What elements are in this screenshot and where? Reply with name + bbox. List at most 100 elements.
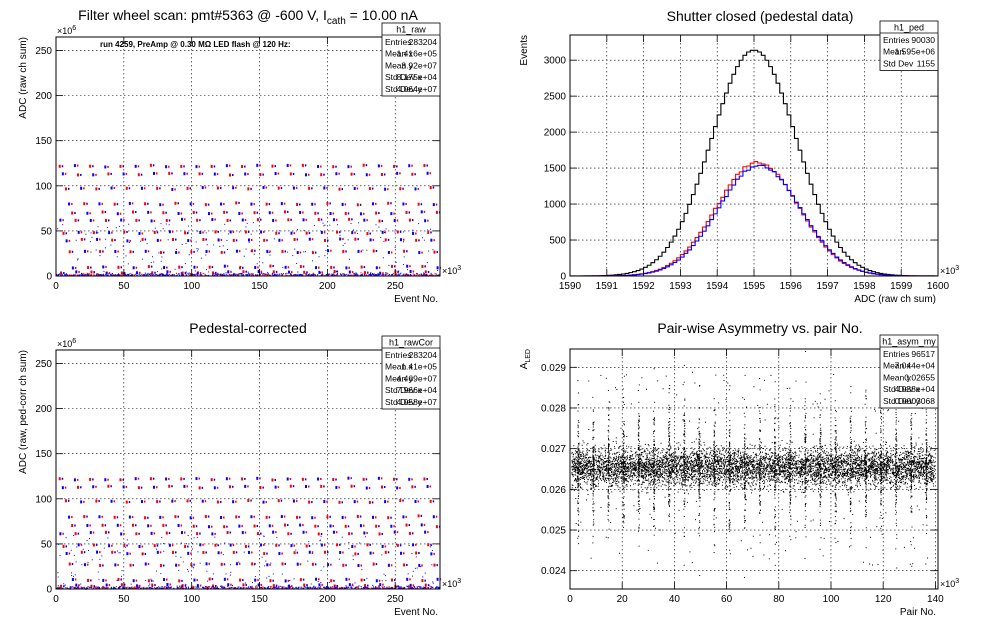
- scatter-point: [407, 587, 409, 589]
- x-tick-label: 1600: [927, 281, 950, 292]
- scatter-point: [168, 532, 171, 535]
- scatter-point: [393, 530, 396, 534]
- scatter-point: [178, 579, 181, 583]
- scatter-point: [354, 274, 356, 276]
- x-tick-label: 1596: [780, 281, 803, 292]
- scatter-point: [296, 238, 299, 241]
- scatter-point: [421, 274, 423, 276]
- scatter-point: [156, 271, 158, 273]
- scatter-point: [407, 573, 409, 575]
- scatter-point: [128, 273, 130, 276]
- stats-label: Mean y: [385, 373, 414, 383]
- x-tick-label: 1594: [706, 281, 729, 292]
- scatter-point: [376, 587, 378, 589]
- scatter-point: [412, 584, 415, 587]
- y-tick-label: 0: [46, 585, 52, 596]
- scatter-point: [79, 274, 81, 276]
- scatter-point: [262, 186, 265, 190]
- scatter-point: [278, 544, 280, 547]
- scatter-point: [144, 238, 147, 241]
- scatter-point: [260, 586, 262, 589]
- scatter-point: [129, 273, 131, 275]
- scatter-point: [203, 587, 205, 589]
- scatter-point: [180, 164, 183, 168]
- scatter-point: [232, 186, 235, 190]
- scatter-point: [432, 203, 435, 207]
- scatter-point: [269, 579, 272, 583]
- scatter-point: [176, 274, 178, 276]
- scatter-point: [147, 563, 150, 566]
- scatter-point: [211, 587, 213, 589]
- scatter-point: [399, 587, 401, 589]
- scatter-point: [332, 524, 335, 527]
- scatter-point: [351, 274, 353, 276]
- scatter-point: [162, 203, 164, 206]
- scatter-point: [283, 210, 286, 214]
- scatter-point: [235, 551, 238, 554]
- scatter-point: [147, 272, 149, 275]
- scatter-point: [92, 231, 95, 235]
- scatter-point: [232, 238, 235, 242]
- scatter-point: [101, 555, 103, 557]
- scatter-point: [435, 210, 438, 214]
- scatter-point: [104, 478, 107, 482]
- scatter-point: [108, 584, 111, 587]
- scatter-point: [432, 582, 434, 584]
- scatter-point: [299, 578, 302, 582]
- scatter-point: [242, 587, 244, 589]
- scatter-point: [127, 586, 129, 588]
- scatter-point: [435, 525, 438, 529]
- scatter-point: [147, 265, 150, 269]
- scatter-point: [363, 531, 366, 535]
- scatter-point: [413, 274, 415, 276]
- scatter-point: [409, 269, 412, 273]
- scatter-point: [201, 186, 204, 190]
- scatter-point: [359, 203, 362, 206]
- scatter-point: [180, 273, 182, 275]
- scatter-point: [139, 584, 141, 587]
- scatter-point: [329, 212, 332, 216]
- scatter-point: [409, 583, 412, 587]
- scatter-point: [105, 273, 107, 276]
- scatter-point: [205, 238, 207, 241]
- scatter-point: [384, 232, 386, 234]
- scatter-point: [394, 265, 396, 268]
- scatter-point: [283, 515, 286, 518]
- scatter-point: [386, 586, 388, 588]
- scatter-point: [180, 531, 183, 535]
- scatter-point: [231, 274, 233, 276]
- scatter-point: [151, 274, 153, 276]
- scatter-point: [329, 586, 331, 588]
- scatter-point: [70, 587, 72, 589]
- scatter-point: [128, 586, 130, 589]
- scatter-point: [325, 250, 327, 252]
- scatter-point: [429, 172, 432, 175]
- y-tick-label: 500: [549, 236, 566, 247]
- scatter-point: [399, 551, 402, 555]
- scatter-point: [84, 274, 86, 276]
- scatter-point: [244, 544, 247, 548]
- scatter-point: [402, 187, 404, 190]
- scatter-point: [185, 583, 187, 586]
- scatter-point: [336, 230, 339, 234]
- x-tick-label: 1593: [669, 281, 692, 292]
- scatter-point: [375, 211, 378, 215]
- scatter-point: [320, 543, 323, 547]
- scatter-point: [362, 212, 365, 215]
- scatter-point: [58, 164, 61, 168]
- scatter-point: [145, 273, 147, 276]
- scatter-point: [353, 500, 356, 504]
- scatter-point: [356, 274, 358, 276]
- scatter-point: [134, 586, 136, 588]
- scatter-point: [418, 585, 420, 587]
- scatter-point: [162, 564, 165, 567]
- scatter-point: [381, 220, 384, 223]
- scatter-point: [424, 265, 426, 267]
- scatter-point: [98, 579, 100, 581]
- scatter-point: [167, 587, 169, 589]
- scatter-point: [350, 274, 352, 276]
- scatter-point: [257, 270, 260, 274]
- scatter-point: [390, 251, 393, 254]
- scatter-point: [180, 556, 182, 558]
- scatter-point: [214, 586, 216, 588]
